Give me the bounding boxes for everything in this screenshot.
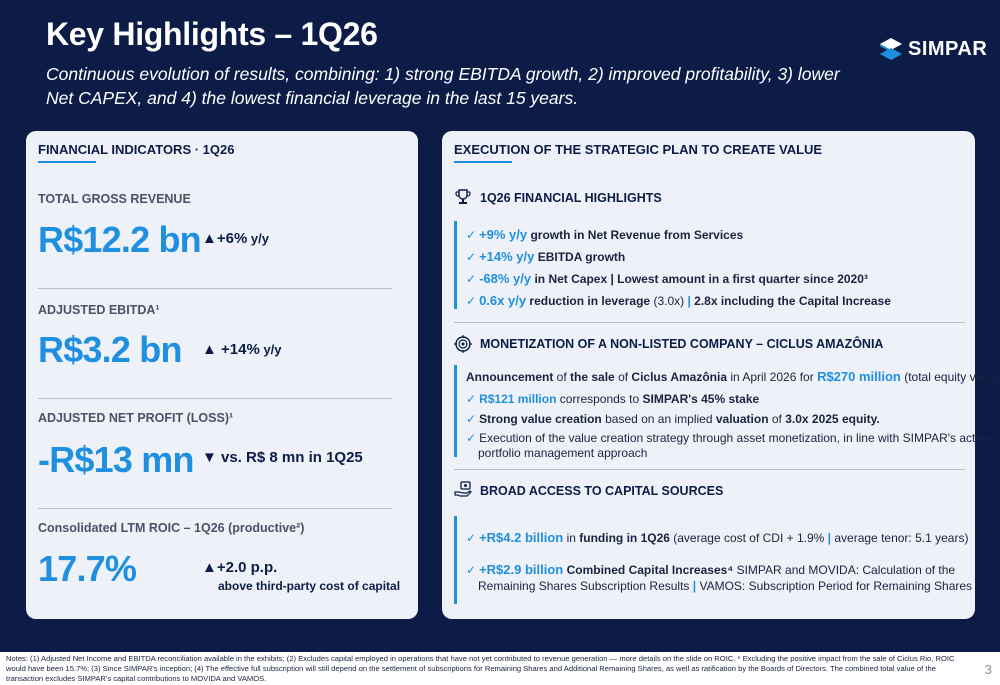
check-icon: ✓ [466, 294, 477, 308]
list-item: ✓ 0.6x y/y reduction in leverage (3.0x) |… [466, 293, 891, 308]
strategic-plan-heading: EXECUTION OF THE STRATEGIC PLAN TO CREAT… [454, 142, 823, 157]
page-subtitle: Continuous evolution of results, combini… [46, 64, 840, 108]
list-item: ✓ +R$2.9 billion Combined Capital Increas… [466, 562, 956, 577]
accent-bar [454, 516, 457, 604]
divider [38, 508, 392, 509]
heading-underline [38, 161, 96, 163]
logo-text: SIMPAR [908, 37, 988, 60]
indicator-delta: ▲+2.0 p.p. [202, 559, 278, 576]
indicator-value: R$12.2 bn [38, 219, 202, 260]
list-item: ✓ -68% y/y in Net Capex | Lowest amount i… [466, 271, 868, 286]
accent-bar [454, 365, 457, 457]
announcement-text: Announcement of the sale of Ciclus Amazô… [466, 369, 1000, 384]
page-number: 3 [984, 662, 992, 677]
footnotes: Notes: (1) Adjusted Net Income and EBITD… [0, 652, 1000, 685]
heading-underline [454, 161, 512, 163]
financial-indicators-heading: FINANCIAL INDICATORS · 1Q26 [38, 142, 235, 157]
down-arrow-icon: ▼ [202, 449, 217, 466]
header: Key Highlights – 1Q26 Continuous evoluti… [0, 0, 1000, 128]
indicator-delta: ▼ vs. R$ 8 mn in 1Q25 [202, 449, 363, 466]
indicator-value: -R$13 mn [38, 439, 194, 480]
section-title-financial-highlights: 1Q26 FINANCIAL HIGHLIGHTS [480, 191, 662, 205]
trophy-icon [455, 189, 471, 204]
indicator-note: above third-party cost of capital [218, 579, 401, 593]
up-arrow-icon: ▲ [202, 559, 217, 576]
accent-bar [454, 221, 457, 309]
indicator-label: Consolidated LTM ROIC – 1Q26 (productive… [38, 521, 305, 535]
section-title-capital-sources: BROAD ACCESS TO CAPITAL SOURCES [480, 484, 724, 498]
list-item: ✓ Execution of the value creation strateg… [466, 431, 991, 445]
list-item: ✓ Strong value creation based on an impli… [466, 412, 880, 426]
list-item: ✓ +14% y/y EBITDA growth [466, 249, 626, 264]
indicator-label: ADJUSTED EBITDA¹ [38, 303, 160, 317]
divider [38, 398, 392, 399]
indicator-value: 17.7% [38, 548, 137, 589]
indicator-label: TOTAL GROSS REVENUE [38, 192, 191, 206]
target-icon [454, 335, 472, 353]
check-icon: ✓ [466, 563, 477, 577]
up-arrow-icon: ▲ [202, 230, 217, 247]
indicator-delta: ▲ +14% y/y [202, 341, 282, 358]
check-icon: ✓ [466, 250, 477, 264]
simpar-logo-icon [880, 38, 902, 60]
list-item: ✓ +9% y/y growth in Net Revenue from Serv… [466, 227, 744, 242]
indicator-value: R$3.2 bn [38, 329, 182, 370]
check-icon: ✓ [466, 431, 477, 445]
section-title-monetization: MONETIZATION OF A NON-LISTED COMPANY – C… [480, 337, 884, 351]
divider [38, 288, 392, 289]
page-title: Key Highlights – 1Q26 [46, 16, 378, 52]
check-icon: ✓ [466, 272, 477, 286]
financial-indicators-card: FINANCIAL INDICATORS · 1Q26 TOTAL GROSS … [26, 131, 418, 619]
list-item-continued: portfolio management approach [478, 446, 648, 460]
list-item: ✓ R$121 million corresponds to SIMPAR's 4… [466, 392, 760, 406]
strategic-plan-card: EXECUTION OF THE STRATEGIC PLAN TO CREAT… [442, 131, 1000, 619]
divider [454, 322, 965, 323]
list-item-continued: Remaining Shares Subscription Results | … [478, 579, 973, 593]
list-item: ✓ +R$4.2 billion in funding in 1Q26 (aver… [466, 530, 969, 545]
check-icon: ✓ [466, 392, 477, 406]
indicator-label: ADJUSTED NET PROFIT (LOSS)¹ [38, 411, 234, 425]
divider [454, 469, 965, 470]
simpar-logo: SIMPAR [880, 36, 987, 62]
up-arrow-icon: ▲ [202, 341, 217, 358]
indicator-delta: ▲+6% y/y [202, 230, 269, 247]
check-icon: ✓ [466, 228, 477, 242]
check-icon: ✓ [466, 531, 477, 545]
hand-coin-icon [454, 481, 472, 497]
check-icon: ✓ [466, 412, 477, 426]
